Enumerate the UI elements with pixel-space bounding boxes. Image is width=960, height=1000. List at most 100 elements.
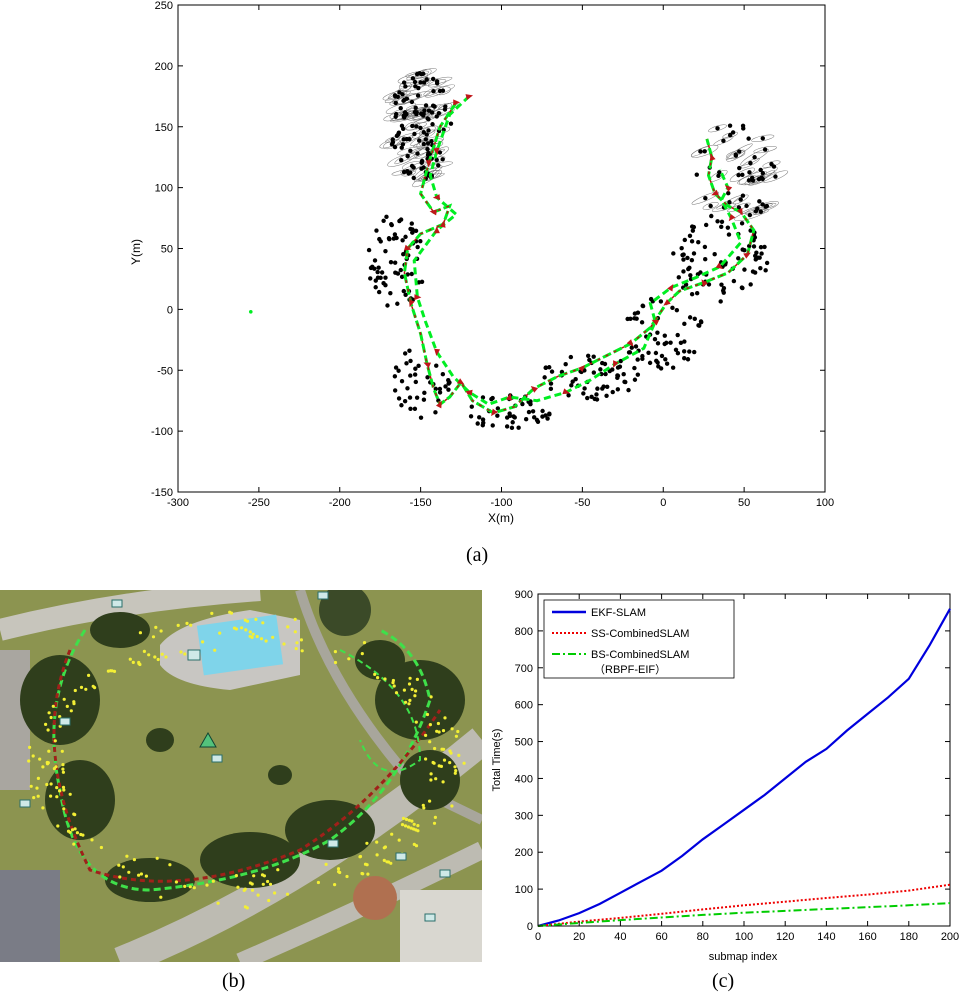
- yellow-landmark: [27, 759, 31, 763]
- yellow-landmark: [383, 677, 387, 681]
- chart-c-legend: EKF-SLAM SS-CombinedSLAM BS-CombinedSLAM…: [543, 599, 735, 679]
- landmark-point: [381, 218, 386, 223]
- landmark-point: [602, 361, 608, 367]
- yellow-landmark: [99, 845, 103, 850]
- yellow-landmark: [282, 642, 286, 646]
- landmark-point: [392, 374, 398, 379]
- legend-bs-label-2: （RBPF-EIF）: [594, 663, 666, 676]
- landmark-point: [368, 265, 374, 271]
- landmark-point: [403, 292, 408, 298]
- landmark-point: [405, 386, 410, 391]
- yellow-landmark: [268, 882, 273, 886]
- yellow-landmark: [36, 794, 40, 798]
- landmark-point: [431, 89, 436, 94]
- landmark-point: [760, 202, 765, 207]
- landmark-point: [419, 158, 425, 164]
- landmark-point: [569, 383, 574, 388]
- landmark-point: [383, 275, 388, 280]
- chart-a-xtick-label: 100: [816, 497, 834, 509]
- yellow-landmark: [56, 824, 60, 828]
- landmark-point: [763, 268, 768, 273]
- yellow-landmark: [410, 819, 414, 823]
- landmark-point: [591, 370, 597, 375]
- landmark-point: [549, 369, 555, 374]
- landmark-point: [437, 88, 443, 94]
- chart-c-ytick-label: 200: [515, 847, 533, 859]
- yellow-landmark: [248, 630, 252, 634]
- landmark-point: [589, 394, 594, 399]
- yellow-landmark: [159, 629, 163, 633]
- yellow-landmark: [299, 638, 303, 642]
- pose-marker: [530, 385, 539, 393]
- landmark-point: [740, 123, 746, 128]
- landmark-point: [626, 350, 632, 355]
- yellow-landmark: [404, 700, 408, 704]
- landmark-point: [625, 316, 630, 322]
- landmark-point: [603, 371, 608, 377]
- landmark-point: [756, 176, 762, 182]
- landmark-point: [727, 132, 733, 138]
- yellow-landmark: [316, 880, 320, 885]
- yellow-landmark: [252, 874, 256, 878]
- landmark-point: [437, 150, 443, 155]
- yellow-landmark: [117, 863, 121, 867]
- yellow-landmark: [432, 761, 436, 765]
- landmark-point: [752, 235, 758, 240]
- landmark-point: [425, 375, 430, 380]
- landmark-point: [408, 226, 413, 232]
- chart-a-ytick-label: 200: [155, 61, 173, 73]
- landmark-point: [736, 205, 742, 210]
- yellow-landmark: [358, 854, 363, 859]
- yellow-landmark: [408, 698, 412, 702]
- yellow-landmark: [156, 657, 160, 662]
- landmark-point: [542, 375, 547, 380]
- landmark-point: [399, 274, 405, 280]
- landmark-point: [749, 175, 755, 180]
- landmark-point: [383, 248, 388, 254]
- landmark-point: [702, 244, 708, 250]
- landmark-point: [422, 390, 427, 396]
- yellow-landmark: [285, 892, 290, 896]
- yellow-landmark: [333, 883, 337, 887]
- chart-a-xtick-label: -150: [410, 497, 432, 509]
- landmark-point: [396, 132, 401, 137]
- landmark-point: [437, 386, 443, 392]
- landmark-point: [468, 414, 474, 419]
- landmark-point: [760, 171, 766, 176]
- yellow-landmark: [443, 716, 447, 720]
- yellow-landmark: [450, 727, 454, 731]
- landmark-point: [423, 103, 429, 108]
- landmark-point: [607, 368, 612, 374]
- landmark-point: [400, 238, 405, 243]
- landmark-point: [640, 353, 645, 359]
- yellow-landmark: [61, 763, 65, 767]
- landmark-point: [747, 170, 752, 175]
- landmark-point: [682, 356, 687, 361]
- yellow-landmark: [428, 740, 432, 744]
- landmark-point: [405, 153, 410, 159]
- landmark-point: [585, 353, 591, 358]
- landmark-point: [655, 341, 661, 346]
- yellow-landmark: [210, 611, 214, 615]
- landmark-point: [760, 176, 765, 182]
- yellow-landmark: [441, 729, 446, 733]
- yellow-landmark: [456, 729, 460, 734]
- yellow-landmark: [73, 813, 77, 817]
- landmark-point: [670, 365, 676, 370]
- landmark-point: [388, 290, 393, 296]
- landmark-point: [703, 257, 708, 262]
- yellow-landmark: [416, 824, 420, 828]
- chart-a-xtick-label: -100: [490, 497, 512, 509]
- yellow-landmark: [125, 854, 129, 858]
- yellow-landmark: [211, 879, 215, 883]
- landmark-point: [393, 270, 398, 275]
- yellow-landmark: [28, 745, 32, 749]
- yellow-landmark: [404, 817, 409, 821]
- landmark-point: [668, 340, 673, 345]
- pose-marker: [423, 362, 432, 369]
- chart-a-ytick-label: 50: [161, 244, 173, 256]
- landmark-point: [702, 149, 707, 154]
- landmark-point: [411, 175, 416, 181]
- landmark-point: [736, 256, 741, 261]
- yellow-landmark: [128, 657, 132, 661]
